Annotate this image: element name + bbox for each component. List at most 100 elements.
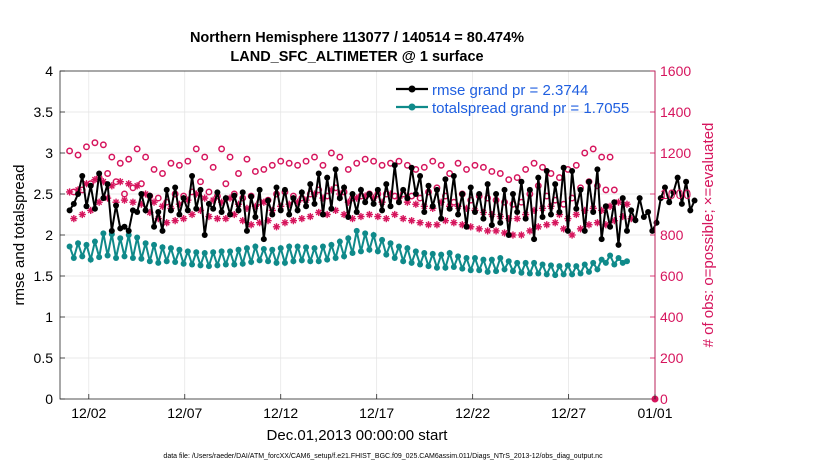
obs-evaluated-point	[467, 223, 475, 231]
asterisk-stroke	[408, 217, 415, 224]
totalspread-point	[100, 230, 107, 237]
asterisk-stroke	[514, 215, 521, 222]
obs-evaluated-point	[568, 231, 576, 239]
asterisk-stroke	[298, 215, 305, 222]
obs-evaluated-point	[133, 182, 141, 190]
obs-evaluated-point	[424, 221, 433, 229]
totalspread-point	[298, 257, 305, 264]
rmse-point	[632, 217, 639, 224]
asterisk-stroke	[142, 190, 149, 198]
obs-possible-point	[209, 163, 217, 171]
totalspread-point	[564, 262, 571, 269]
rmse-point	[151, 223, 158, 230]
rmse-point	[556, 209, 563, 216]
rmse-point	[442, 176, 449, 183]
rmse-point	[205, 200, 212, 207]
rmse-point	[336, 195, 343, 202]
totalspread-point	[522, 259, 529, 266]
obs-possible-point	[420, 163, 428, 171]
obs-possible-point	[539, 163, 546, 171]
asterisk-stroke	[518, 231, 525, 239]
totalspread-point	[611, 261, 618, 268]
obs-possible-point	[395, 157, 403, 165]
obs-possible-point	[150, 165, 158, 173]
totalspread-point	[231, 261, 238, 268]
y-tick-label-right: 1600	[660, 63, 691, 79]
rmse-point	[235, 207, 242, 214]
rmse-point	[687, 207, 694, 214]
rmse-point	[227, 211, 234, 218]
asterisk-stroke	[383, 215, 390, 222]
totalspread-point	[585, 268, 592, 275]
obs-possible-point	[454, 159, 462, 167]
obs-possible-point	[142, 153, 150, 161]
rmse-point	[400, 186, 407, 193]
totalspread-point	[573, 263, 580, 270]
rmse-point	[391, 162, 398, 169]
totalspread-point	[201, 250, 208, 257]
rmse-point	[167, 207, 174, 214]
totalspread-point	[252, 243, 259, 250]
totalspread-point	[75, 240, 82, 247]
rmse-point	[543, 168, 550, 175]
legend: rmse grand pr = 2.3744 totalspread grand…	[396, 82, 629, 117]
rmse-point	[395, 199, 402, 206]
rmse-point	[497, 219, 504, 226]
obs-evaluated-point	[222, 215, 230, 223]
rmse-point	[345, 213, 352, 220]
y-tick-label-right: 1200	[660, 145, 691, 161]
totalspread-point	[155, 259, 162, 266]
rmse-point	[286, 211, 293, 218]
asterisk-stroke	[526, 227, 533, 234]
obs-possible-point	[530, 159, 538, 167]
obs-possible-point	[74, 151, 82, 159]
obs-possible-point	[361, 155, 369, 163]
obs-evaluated-point	[289, 217, 297, 225]
asterisk-stroke	[180, 215, 187, 222]
totalspread-point	[417, 261, 424, 268]
obs-possible-point	[505, 176, 513, 184]
totalspread-point	[560, 271, 567, 278]
asterisk-stroke	[248, 221, 255, 228]
totalspread-point	[197, 262, 204, 269]
y-tick-label-right: 0	[660, 391, 668, 407]
totalspread-point	[328, 241, 335, 248]
rmse-point	[505, 232, 512, 238]
obs-possible-point	[602, 186, 610, 194]
rmse-point	[467, 184, 474, 191]
totalspread-point	[227, 248, 234, 255]
x-tick-label: 12/02	[71, 405, 106, 421]
obs-possible-point	[610, 186, 618, 194]
obs-evaluated-point	[201, 194, 209, 202]
obs-evaluated-point	[551, 219, 559, 227]
rmse-point	[66, 207, 73, 214]
totalspread-point	[205, 263, 212, 270]
obs-possible-point	[260, 165, 268, 173]
rmse-point	[501, 186, 508, 193]
rmse-point	[180, 195, 187, 202]
asterisk-stroke	[341, 211, 348, 218]
rmse-point	[649, 227, 656, 234]
rmse-point	[210, 205, 217, 212]
rmse-point	[265, 197, 272, 204]
asterisk-stroke	[493, 227, 500, 234]
asterisk-stroke	[290, 217, 297, 224]
totalspread-point	[290, 258, 297, 265]
rmse-point	[539, 213, 546, 220]
obs-evaluated-point	[70, 215, 78, 223]
rmse-point	[607, 223, 614, 230]
rmse-point	[298, 189, 305, 196]
y-tick-label-left: 0	[45, 391, 53, 407]
asterisk-stroke	[332, 207, 339, 214]
y-tick-label-right: 800	[660, 227, 684, 243]
totalspread-point	[412, 248, 419, 255]
asterisk-stroke	[433, 221, 440, 228]
rmse-point	[531, 236, 538, 243]
rmse-point	[70, 200, 77, 207]
totalspread-point	[531, 259, 538, 266]
totalspread-point	[598, 256, 605, 263]
x-tick-label: 12/27	[551, 405, 586, 421]
totalspread-point	[176, 246, 183, 253]
totalspread-point	[590, 259, 597, 266]
y-tick-label-left: 1.5	[34, 268, 54, 284]
